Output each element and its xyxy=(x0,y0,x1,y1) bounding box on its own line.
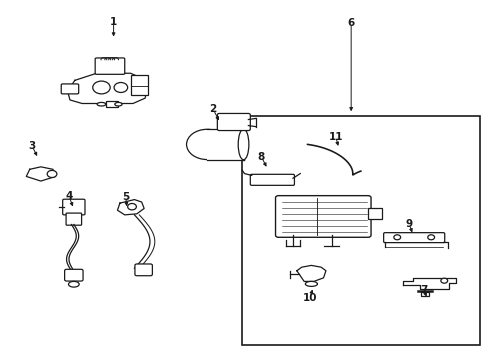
Text: 6: 6 xyxy=(347,18,354,28)
Text: 5: 5 xyxy=(122,192,129,202)
FancyBboxPatch shape xyxy=(383,233,444,243)
Polygon shape xyxy=(296,265,325,282)
Polygon shape xyxy=(26,167,55,181)
Bar xyxy=(420,292,428,296)
Circle shape xyxy=(427,235,434,240)
Text: 10: 10 xyxy=(302,293,317,303)
Circle shape xyxy=(47,170,57,177)
Bar xyxy=(242,116,479,346)
Bar xyxy=(106,101,118,107)
Text: 11: 11 xyxy=(328,132,342,141)
Ellipse shape xyxy=(305,282,317,287)
FancyBboxPatch shape xyxy=(95,58,124,74)
Bar xyxy=(130,75,147,95)
Ellipse shape xyxy=(68,282,79,287)
Circle shape xyxy=(114,82,127,93)
Circle shape xyxy=(393,235,400,240)
FancyBboxPatch shape xyxy=(135,264,152,276)
Text: 3: 3 xyxy=(28,141,36,151)
Ellipse shape xyxy=(97,103,105,106)
Circle shape xyxy=(93,81,110,94)
Text: 4: 4 xyxy=(65,191,73,201)
Polygon shape xyxy=(67,73,147,103)
Bar xyxy=(367,208,381,219)
Ellipse shape xyxy=(238,129,248,160)
FancyBboxPatch shape xyxy=(275,195,370,237)
Ellipse shape xyxy=(186,129,227,159)
FancyBboxPatch shape xyxy=(61,84,79,94)
Text: 9: 9 xyxy=(405,220,412,229)
Ellipse shape xyxy=(115,103,122,106)
Polygon shape xyxy=(117,199,144,215)
Circle shape xyxy=(440,278,447,283)
Text: 8: 8 xyxy=(257,152,264,162)
FancyBboxPatch shape xyxy=(64,269,83,281)
Circle shape xyxy=(127,203,136,210)
FancyBboxPatch shape xyxy=(62,199,85,215)
Text: 2: 2 xyxy=(209,104,216,114)
FancyBboxPatch shape xyxy=(250,174,294,185)
Polygon shape xyxy=(402,278,455,288)
Bar xyxy=(207,129,243,160)
Text: 7: 7 xyxy=(419,285,427,295)
FancyBboxPatch shape xyxy=(66,213,81,225)
FancyBboxPatch shape xyxy=(217,113,250,131)
Text: 1: 1 xyxy=(110,17,117,27)
